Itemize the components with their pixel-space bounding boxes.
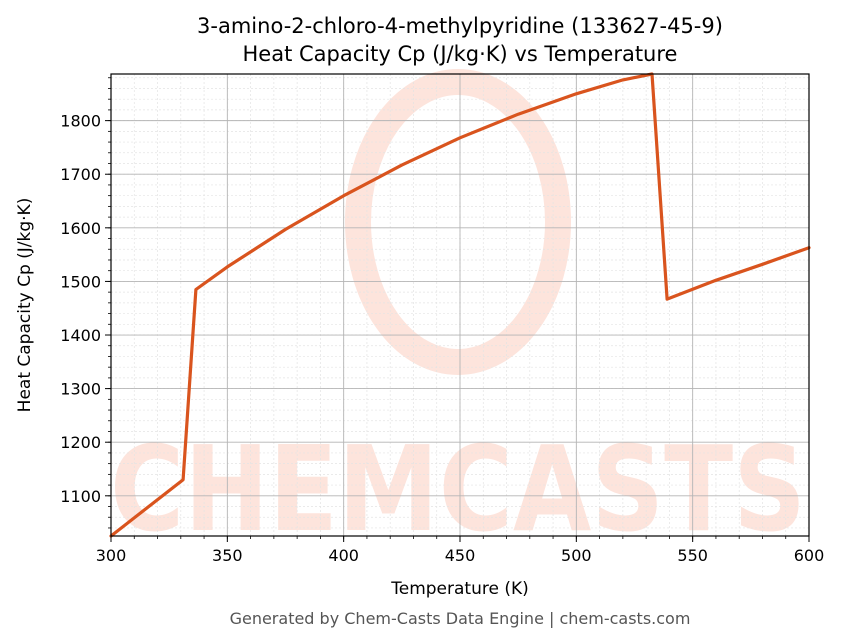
x-tick-label: 600 (794, 546, 825, 565)
x-tick-label: 550 (677, 546, 708, 565)
footer-text: Generated by Chem-Casts Data Engine | ch… (230, 609, 691, 628)
watermark: CHEMCASTS (110, 69, 806, 558)
chart-subtitle: Heat Capacity Cp (J/kg·K) vs Temperature (243, 42, 678, 66)
cp-series-line (109, 72, 811, 538)
x-tick-label: 500 (561, 546, 592, 565)
y-tick-label: 1400 (60, 326, 101, 345)
y-tick-label: 1300 (60, 380, 101, 399)
x-tick-label: 300 (96, 546, 127, 565)
x-tick-label: 350 (212, 546, 243, 565)
y-tick-label: 1500 (60, 272, 101, 291)
x-axis-label: Temperature (K) (390, 579, 529, 599)
x-tick-label: 450 (445, 546, 476, 565)
y-axis-ticks: 1100 1200 1300 1400 1500 1600 1700 1800 (60, 77, 111, 529)
y-tick-label: 1800 (60, 112, 101, 131)
watermark-text: CHEMCASTS (110, 420, 806, 558)
y-tick-label: 1100 (60, 487, 101, 506)
watermark-logo-ring (345, 69, 571, 375)
x-tick-label: 400 (328, 546, 359, 565)
y-tick-label: 1200 (60, 433, 101, 452)
y-tick-label: 1700 (60, 165, 101, 184)
series (109, 72, 811, 538)
chart-title: 3-amino-2-chloro-4-methylpyridine (13362… (197, 14, 723, 38)
y-tick-label: 1600 (60, 219, 101, 238)
x-axis-ticks: 300 350 400 450 500 550 600 (96, 536, 825, 565)
y-axis-label: Heat Capacity Cp (J/kg·K) (15, 198, 35, 413)
